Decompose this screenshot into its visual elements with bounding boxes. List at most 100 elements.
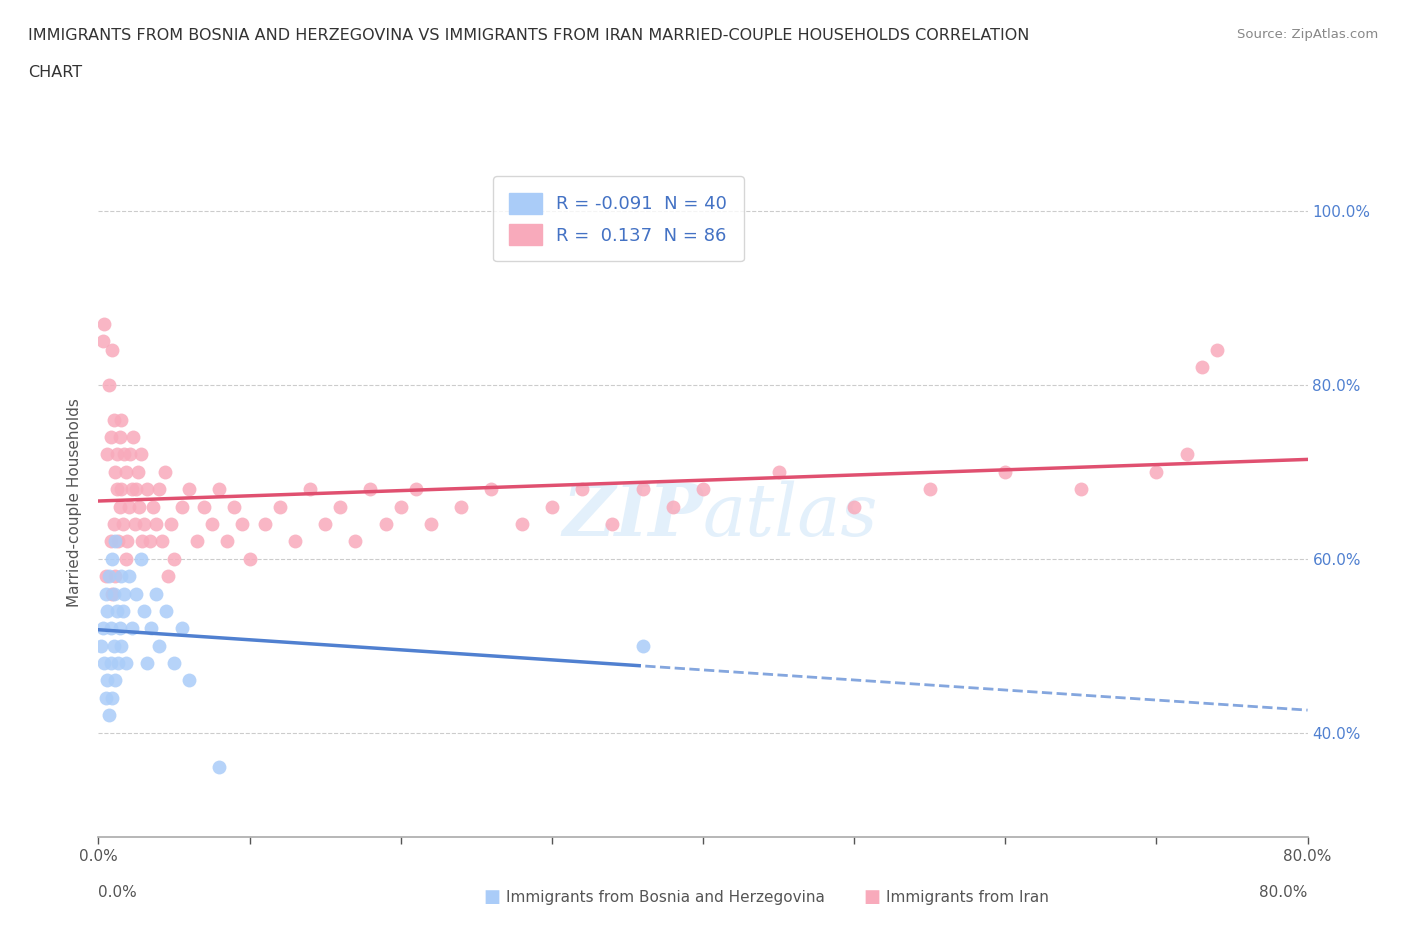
Point — [103, 586, 125, 601]
Point — [131, 534, 153, 549]
Point — [108, 499, 131, 514]
Point — [186, 534, 208, 549]
Point — [128, 499, 150, 514]
Point — [108, 430, 131, 445]
Point — [329, 499, 352, 514]
Point — [844, 499, 866, 514]
Point — [253, 516, 276, 531]
Point — [100, 621, 122, 636]
Point — [111, 604, 134, 618]
Point — [153, 464, 176, 479]
Point — [481, 482, 503, 497]
Point — [344, 534, 367, 549]
Point — [160, 516, 183, 531]
Point — [107, 534, 129, 549]
Point — [224, 499, 246, 514]
Point — [150, 534, 173, 549]
Point — [155, 604, 177, 618]
Point — [98, 708, 121, 723]
Point — [156, 568, 179, 583]
Point — [389, 499, 412, 514]
Point — [101, 551, 124, 566]
Point — [100, 430, 122, 445]
Point — [631, 638, 654, 653]
Point — [111, 516, 134, 531]
Point — [100, 534, 122, 549]
Point — [1206, 342, 1229, 357]
Point — [105, 447, 128, 462]
Point — [101, 342, 124, 357]
Point — [105, 482, 128, 497]
Point — [374, 516, 396, 531]
Point — [239, 551, 262, 566]
Point — [208, 482, 231, 497]
Point — [125, 586, 148, 601]
Legend: R = -0.091  N = 40, R =  0.137  N = 86: R = -0.091 N = 40, R = 0.137 N = 86 — [494, 177, 744, 261]
Point — [103, 516, 125, 531]
Point — [121, 482, 143, 497]
Point — [104, 673, 127, 688]
Point — [114, 464, 136, 479]
Point — [98, 378, 121, 392]
Point — [141, 621, 163, 636]
Point — [101, 586, 124, 601]
Point — [118, 568, 141, 583]
Point — [692, 482, 714, 497]
Text: 0.0%: 0.0% — [98, 885, 138, 900]
Point — [148, 638, 170, 653]
Point — [768, 464, 790, 479]
Point — [1175, 447, 1198, 462]
Point — [142, 499, 165, 514]
Point — [405, 482, 427, 497]
Point — [170, 621, 193, 636]
Point — [104, 464, 127, 479]
Point — [201, 516, 224, 531]
Text: ■: ■ — [484, 888, 501, 907]
Point — [1191, 360, 1213, 375]
Point — [96, 447, 118, 462]
Point — [110, 638, 132, 653]
Point — [129, 447, 152, 462]
Text: Immigrants from Bosnia and Herzegovina: Immigrants from Bosnia and Herzegovina — [506, 890, 825, 905]
Point — [115, 534, 138, 549]
Point — [135, 482, 157, 497]
Point — [135, 656, 157, 671]
Point — [98, 568, 121, 583]
Point — [662, 499, 685, 514]
Point — [110, 412, 132, 427]
Y-axis label: Married-couple Households: Married-couple Households — [67, 398, 83, 606]
Point — [90, 638, 112, 653]
Point — [139, 534, 162, 549]
Point — [602, 516, 624, 531]
Point — [163, 551, 186, 566]
Point — [93, 316, 115, 331]
Point — [540, 499, 562, 514]
Point — [94, 690, 117, 705]
Point — [122, 430, 145, 445]
Point — [360, 482, 382, 497]
Point — [110, 482, 132, 497]
Point — [571, 482, 593, 497]
Point — [163, 656, 186, 671]
Point — [125, 482, 148, 497]
Point — [112, 447, 135, 462]
Point — [124, 516, 146, 531]
Point — [96, 673, 118, 688]
Point — [91, 621, 114, 636]
Point — [96, 604, 118, 618]
Point — [94, 568, 117, 583]
Point — [631, 482, 654, 497]
Text: ZIP: ZIP — [562, 480, 703, 551]
Point — [148, 482, 170, 497]
Point — [299, 482, 322, 497]
Point — [103, 412, 125, 427]
Text: Source: ZipAtlas.com: Source: ZipAtlas.com — [1237, 28, 1378, 41]
Point — [269, 499, 291, 514]
Point — [110, 568, 132, 583]
Point — [193, 499, 215, 514]
Point — [918, 482, 941, 497]
Point — [510, 516, 533, 531]
Point — [104, 534, 127, 549]
Point — [170, 499, 193, 514]
Point — [1070, 482, 1092, 497]
